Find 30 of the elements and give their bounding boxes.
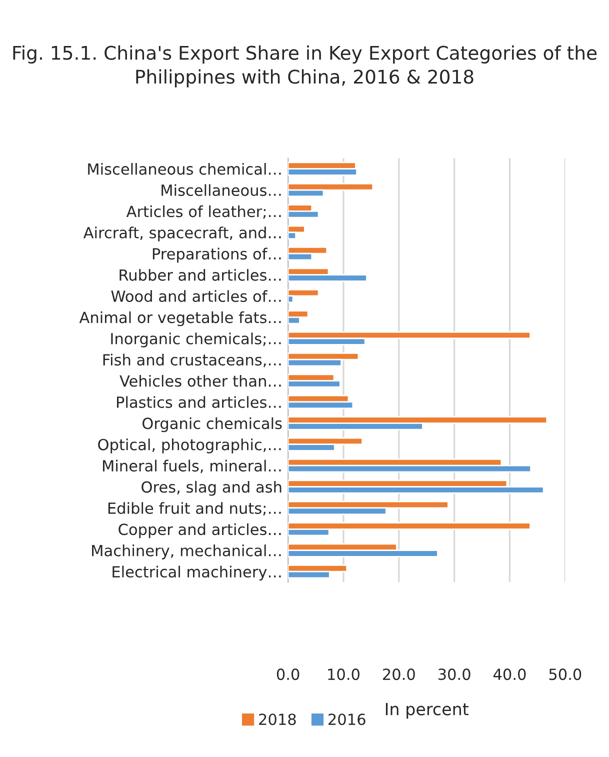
y-tick-label: Aircraft, spacecraft, and… — [83, 226, 281, 242]
y-tick-label: Mineral fuels, mineral… — [103, 460, 281, 474]
y-tick-label: Copper and articles… — [118, 523, 281, 538]
y-tick-label: Vehicles other than… — [120, 374, 281, 387]
legend-label: 2018 — [259, 714, 296, 726]
x-axis-title: In percent — [386, 702, 469, 719]
y-tick-label: Miscellaneous… — [162, 184, 281, 196]
y-tick-label: Fish and crustaceans,… — [103, 354, 281, 368]
y-tick-label: Edible fruit and nuts;… — [108, 502, 281, 516]
x-tick-label: 20.0 — [383, 668, 415, 680]
chart-title: Fig. 15.1. China's Export Share in Key Export Categories of the Philippines with China, 2016 & 2018 — [13, 45, 597, 88]
x-tick-label: 10.0 — [328, 668, 360, 680]
y-tick-label: Wood and articles of… — [111, 290, 281, 302]
y-tick-label: Rubber and articles… — [120, 268, 281, 281]
y-tick-label: Ores, slag and ash — [142, 480, 282, 496]
y-tick-label: Inorganic chemicals;… — [111, 332, 281, 348]
y-tick-label: Preparations of… — [152, 248, 281, 263]
y-tick-label: Articles of leather;… — [126, 205, 281, 219]
y-tick-label: Optical, photographic,… — [98, 438, 281, 454]
y-tick-label: Animal or vegetable fats… — [79, 311, 281, 326]
y-tick-label: Organic chemicals — [142, 417, 282, 432]
y-tick-label: Electrical machinery… — [112, 566, 281, 581]
y-tick-label: Plastics and articles… — [117, 396, 281, 408]
x-tick-label: 0.0 — [276, 668, 300, 680]
x-tick-label: 50.0 — [549, 668, 582, 680]
legend-label: 2016 — [328, 714, 366, 726]
x-tick-label: 30.0 — [438, 668, 470, 680]
x-tick-label: 40.0 — [493, 668, 526, 680]
y-tick-label: Miscellaneous chemical… — [88, 163, 281, 175]
y-tick-label: Machinery, mechanical… — [92, 544, 281, 560]
